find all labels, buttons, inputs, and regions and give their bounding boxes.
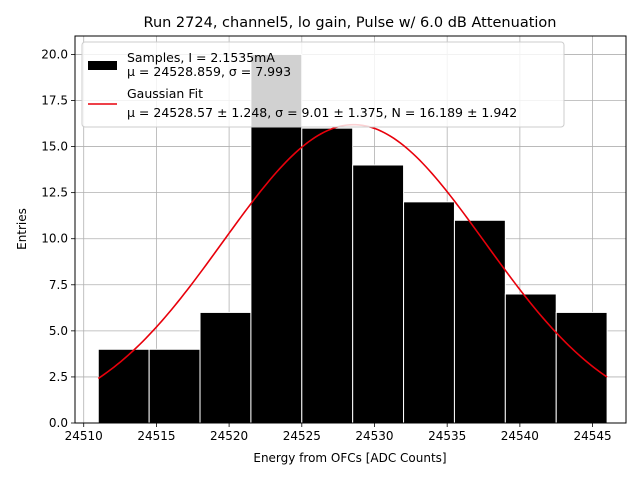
legend-fit-label: Gaussian Fit: [127, 86, 203, 101]
x-tick-label: 24530: [355, 429, 393, 443]
histogram-bar: [148, 348, 201, 424]
y-axis-ticks: 0.0 2.5 5.0 7.5 10.0 12.5 15.0 17.5 20.0: [41, 47, 75, 430]
histogram-bar: [504, 293, 557, 424]
y-tick-label: 5.0: [49, 324, 68, 338]
legend-samples-stats: μ = 24528.859, σ = 7.993: [127, 64, 291, 79]
y-tick-label: 20.0: [41, 47, 68, 61]
y-tick-label: 2.5: [49, 370, 68, 384]
chart-title: Run 2724, channel5, lo gain, Pulse w/ 6.…: [144, 15, 557, 31]
y-tick-label: 7.5: [49, 278, 68, 292]
plot-frame: [74, 35, 627, 424]
x-tick-label: 24515: [137, 429, 175, 443]
histogram-bar: [301, 127, 354, 424]
x-axis-label: Energy from OFCs [ADC Counts]: [253, 451, 446, 465]
histogram-bar: [403, 201, 455, 424]
x-tick-label: 24545: [573, 429, 611, 443]
legend: Samples, I = 2.1535mA μ = 24528.859, σ =…: [81, 41, 565, 128]
y-tick-label: 0.0: [49, 416, 68, 430]
x-axis-ticks: 24510 24515 24520 24525 24530 24535 24540 24545: [65, 423, 612, 443]
legend-samples-swatch: [88, 61, 117, 70]
histogram-bar: [555, 311, 608, 424]
legend-fit-stats: μ = 24528.57 ± 1.248, σ = 9.01 ± 1.375, …: [127, 105, 517, 120]
x-tick-label: 24540: [501, 429, 539, 443]
y-tick-label: 15.0: [41, 140, 68, 154]
legend-box: [81, 41, 565, 128]
x-tick-label: 24520: [210, 429, 248, 443]
y-tick-label: 12.5: [41, 186, 68, 200]
legend-samples-label: Samples, I = 2.1535mA: [127, 50, 275, 65]
histogram-bar: [453, 219, 506, 424]
histogram-bar: [97, 348, 150, 424]
histogram-bar: [199, 311, 252, 424]
x-tick-label: 24510: [65, 429, 103, 443]
x-tick-label: 24525: [283, 429, 321, 443]
y-axis-label: Entries: [15, 208, 29, 250]
histogram-bar: [352, 164, 405, 424]
y-tick-label: 10.0: [41, 232, 68, 246]
x-tick-label: 24535: [428, 429, 466, 443]
y-tick-label: 17.5: [41, 94, 68, 108]
